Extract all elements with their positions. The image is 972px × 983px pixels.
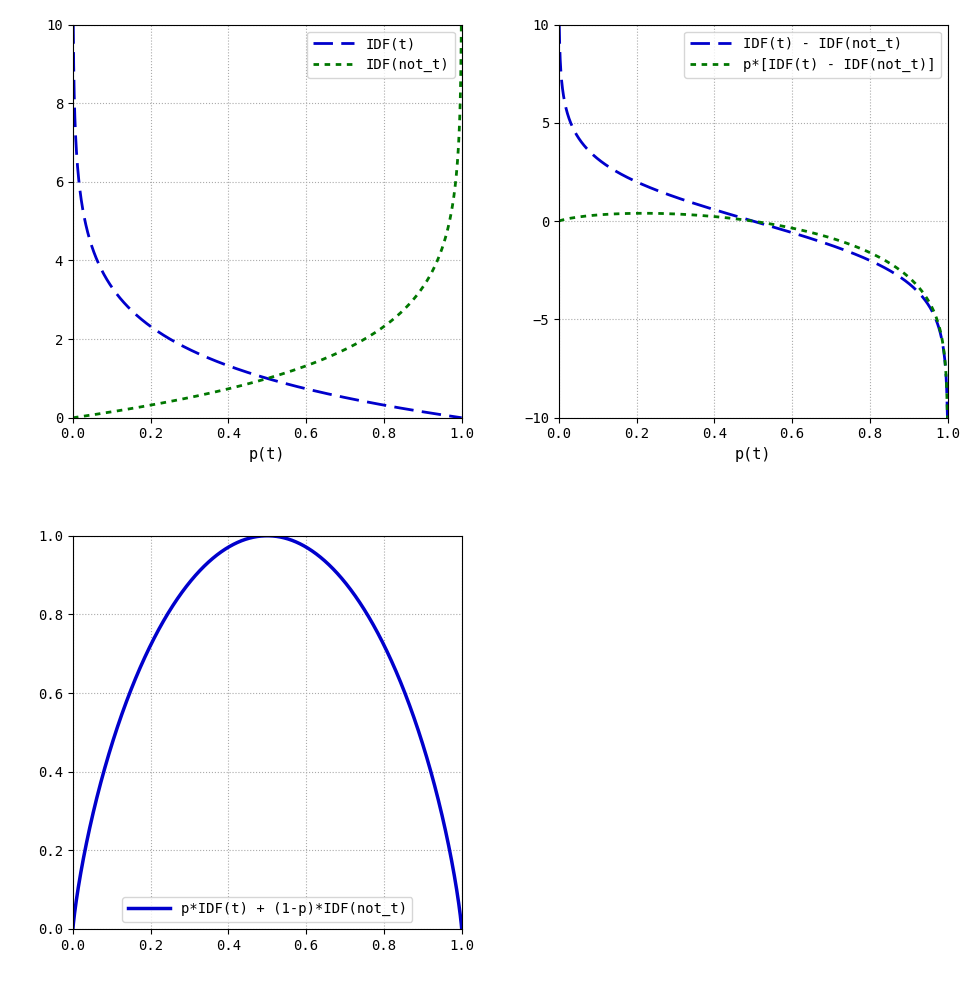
p*IDF(t) + (1-p)*IDF(not_t) xyxy=(216,546,227,557)
IDF(t) - IDF(not_t) xyxy=(942,412,954,424)
IDF(t) - IDF(not_t) xyxy=(598,157,609,169)
Legend: IDF(t), IDF(not_t): IDF(t), IDF(not_t) xyxy=(307,31,455,78)
IDF(t) - IDF(not_t) xyxy=(892,270,904,282)
p*IDF(t) + (1-p)*IDF(not_t) xyxy=(261,530,273,542)
IDF(t) - IDF(not_t) xyxy=(942,412,954,424)
IDF(t) - IDF(not_t) xyxy=(934,326,946,338)
IDF(t) xyxy=(134,313,146,324)
IDF(not_t) xyxy=(134,401,146,413)
IDF(not_t) xyxy=(448,189,460,201)
p*IDF(t) + (1-p)*IDF(not_t) xyxy=(456,923,468,935)
IDF(t) xyxy=(448,411,460,423)
Legend: IDF(t) - IDF(not_t), p*[IDF(t) - IDF(not_t)]: IDF(t) - IDF(not_t), p*[IDF(t) - IDF(not… xyxy=(684,31,941,78)
IDF(not_t) xyxy=(216,384,227,396)
Line: IDF(t): IDF(t) xyxy=(73,25,462,418)
p*[IDF(t) - IDF(not_t)] xyxy=(942,412,954,424)
IDF(t) - IDF(not_t) xyxy=(719,206,731,218)
p*[IDF(t) - IDF(not_t)] xyxy=(703,210,714,222)
p*[IDF(t) - IDF(not_t)] xyxy=(598,208,609,220)
IDF(t) - IDF(not_t) xyxy=(553,19,565,30)
IDF(t) - IDF(not_t) xyxy=(620,171,632,183)
p*[IDF(t) - IDF(not_t)] xyxy=(719,211,731,223)
IDF(t) xyxy=(112,289,123,301)
IDF(t) xyxy=(456,412,468,424)
Line: IDF(not_t): IDF(not_t) xyxy=(73,25,462,418)
p*IDF(t) + (1-p)*IDF(not_t) xyxy=(134,662,146,673)
p*IDF(t) + (1-p)*IDF(not_t) xyxy=(448,869,460,881)
X-axis label: p(t): p(t) xyxy=(249,447,286,462)
p*[IDF(t) - IDF(not_t)] xyxy=(942,412,954,424)
IDF(not_t) xyxy=(67,412,79,424)
p*IDF(t) + (1-p)*IDF(not_t) xyxy=(233,536,245,548)
p*[IDF(t) - IDF(not_t)] xyxy=(553,215,565,227)
p*[IDF(t) - IDF(not_t)] xyxy=(620,207,632,219)
IDF(not_t) xyxy=(406,295,418,307)
Line: p*[IDF(t) - IDF(not_t)]: p*[IDF(t) - IDF(not_t)] xyxy=(559,213,948,418)
p*[IDF(t) - IDF(not_t)] xyxy=(638,207,649,219)
p*[IDF(t) - IDF(not_t)] xyxy=(892,263,904,275)
IDF(not_t) xyxy=(456,19,468,30)
Line: IDF(t) - IDF(not_t): IDF(t) - IDF(not_t) xyxy=(559,25,948,418)
p*IDF(t) + (1-p)*IDF(not_t) xyxy=(112,722,123,733)
IDF(t) xyxy=(233,364,245,376)
IDF(t) xyxy=(67,19,79,30)
p*IDF(t) + (1-p)*IDF(not_t) xyxy=(406,707,418,719)
p*[IDF(t) - IDF(not_t)] xyxy=(934,324,946,336)
Legend: p*IDF(t) + (1-p)*IDF(not_t): p*IDF(t) + (1-p)*IDF(not_t) xyxy=(122,896,412,922)
p*IDF(t) + (1-p)*IDF(not_t) xyxy=(67,923,79,935)
IDF(not_t) xyxy=(112,405,123,417)
IDF(t) xyxy=(216,358,227,370)
IDF(t) - IDF(not_t) xyxy=(702,202,713,213)
X-axis label: p(t): p(t) xyxy=(735,447,772,462)
IDF(not_t) xyxy=(456,19,468,30)
IDF(t) xyxy=(406,404,418,416)
Line: p*IDF(t) + (1-p)*IDF(not_t): p*IDF(t) + (1-p)*IDF(not_t) xyxy=(73,536,462,929)
IDF(not_t) xyxy=(233,380,245,392)
